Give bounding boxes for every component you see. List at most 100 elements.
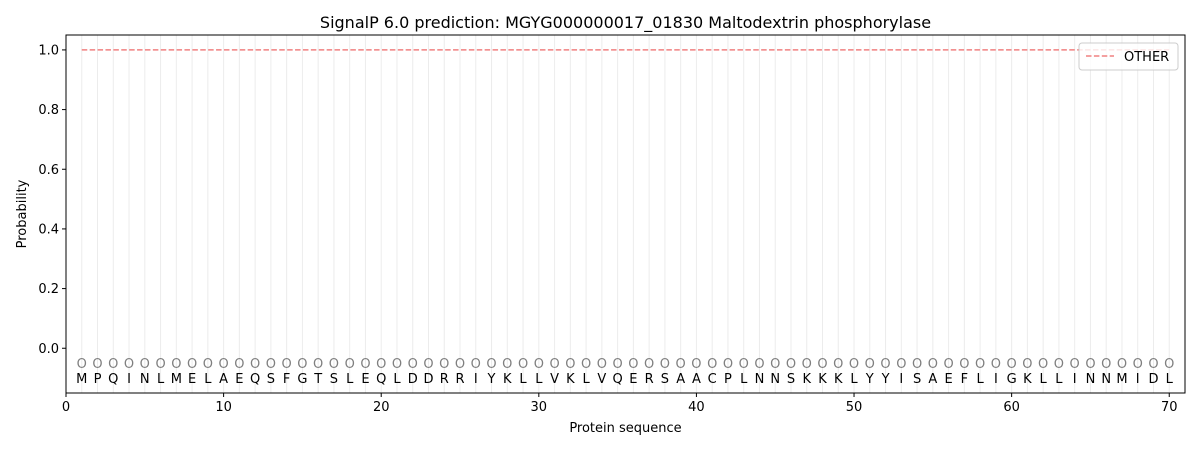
sequence-residue: F (283, 372, 290, 387)
sequence-residue: L (157, 372, 165, 387)
x-tick-label: 0 (62, 400, 70, 415)
predicted-label: O (912, 357, 922, 372)
predicted-label: O (959, 357, 969, 372)
predicted-label: O (329, 357, 339, 372)
predicted-label: O (770, 357, 780, 372)
x-tick-label: 30 (531, 400, 548, 415)
predicted-label: O (266, 357, 276, 372)
sequence-residue: M (171, 372, 182, 387)
predicted-label: O (786, 357, 796, 372)
sequence-residue: S (661, 372, 669, 387)
predicted-label: O (1101, 357, 1111, 372)
y-tick-label: 0.4 (38, 222, 59, 237)
predicted-label: O (565, 357, 575, 372)
sequence-residue: L (850, 372, 858, 387)
sequence-residue: E (629, 372, 637, 387)
x-tick-label: 50 (846, 400, 863, 415)
sequence-residue: L (1055, 372, 1063, 387)
sequence-residue: D (423, 372, 433, 387)
sequence-residue: Q (108, 372, 118, 387)
predicted-label: O (439, 357, 449, 372)
predicted-label: O (218, 357, 228, 372)
sequence-residue: K (1023, 372, 1032, 387)
legend-label-other: OTHER (1124, 50, 1169, 65)
y-tick-label: 0.6 (38, 163, 59, 178)
predicted-label: O (297, 357, 307, 372)
x-axis-label: Protein sequence (569, 421, 681, 436)
chart-title: SignalP 6.0 prediction: MGYG000000017_01… (320, 13, 931, 33)
y-tick-label: 0.8 (38, 103, 59, 118)
predicted-label: O (896, 357, 906, 372)
sequence-residue: V (550, 372, 559, 387)
predicted-label: O (203, 357, 213, 372)
predicted-label: O (392, 357, 402, 372)
sequence-residue: I (1136, 372, 1140, 387)
predicted-label: O (408, 357, 418, 372)
predicted-label: O (1117, 357, 1127, 372)
predicted-label: O (1133, 357, 1143, 372)
sequence-residue: A (692, 372, 701, 387)
predicted-label: O (975, 357, 985, 372)
sequence-residue: C (708, 372, 717, 387)
predicted-label: O (676, 357, 686, 372)
predicted-label: O (739, 357, 749, 372)
sequence-residue: N (140, 372, 150, 387)
sequence-residue: I (994, 372, 998, 387)
axis-ticks: 0 10 20 30 40 50 60 70 0.0 0.2 0.4 0.6 0.8 1.0 (38, 43, 1177, 415)
predicted-label: O (423, 357, 433, 372)
predicted-label: O (991, 357, 1001, 372)
sequence-residue: M (76, 372, 87, 387)
sequence-residue: P (94, 372, 102, 387)
sequence-residue: L (535, 372, 543, 387)
predicted-label: O (880, 357, 890, 372)
x-tick-label: 10 (215, 400, 232, 415)
predicted-label: O (691, 357, 701, 372)
predicted-label: O (581, 357, 591, 372)
sequence-residue: N (755, 372, 765, 387)
sequence-residue: N (770, 372, 780, 387)
sequence-residue: N (1101, 372, 1111, 387)
x-tick-label: 40 (688, 400, 705, 415)
sequence-residue: Q (376, 372, 386, 387)
y-tick-label: 1.0 (38, 43, 59, 58)
sequence-residue: L (519, 372, 527, 387)
grid-lines (81, 35, 1170, 393)
predicted-label: O (754, 357, 764, 372)
sequence-residue: G (297, 372, 307, 387)
sequence-residue: K (818, 372, 827, 387)
predicted-label: O (1007, 357, 1017, 372)
sequence-residue: D (1148, 372, 1158, 387)
sequence-residue: L (976, 372, 984, 387)
predicted-label: O (849, 357, 859, 372)
predicted-label: O (1148, 357, 1158, 372)
predicted-label: O (486, 357, 496, 372)
y-axis-label: Probability (15, 179, 30, 248)
predicted-label: O (628, 357, 638, 372)
sequence-residue: L (204, 372, 212, 387)
x-tick-label: 70 (1161, 400, 1178, 415)
predicted-label: O (155, 357, 165, 372)
sequence-residue: Y (881, 372, 890, 387)
legend: OTHER (1078, 42, 1179, 71)
sequence-residue: K (566, 372, 575, 387)
predicted-label: O (644, 357, 654, 372)
sequence-residue: L (582, 372, 590, 387)
predicted-label: O (282, 357, 292, 372)
sequence-residue: F (961, 372, 968, 387)
predicted-label: O (534, 357, 544, 372)
predicted-label: O (597, 357, 607, 372)
x-tick-label: 60 (1003, 400, 1020, 415)
predicted-label: O (833, 357, 843, 372)
sequence-residue: P (724, 372, 732, 387)
sequence-residue: L (1040, 372, 1048, 387)
sequence-residue: Y (487, 372, 496, 387)
sequence-residue: E (944, 372, 952, 387)
predicted-label: O (613, 357, 623, 372)
predicted-label: O (1070, 357, 1080, 372)
sequence-residue: Y (865, 372, 874, 387)
predicted-label: O (345, 357, 355, 372)
sequence-residue: R (645, 372, 654, 387)
predicted-label: O (77, 357, 87, 372)
